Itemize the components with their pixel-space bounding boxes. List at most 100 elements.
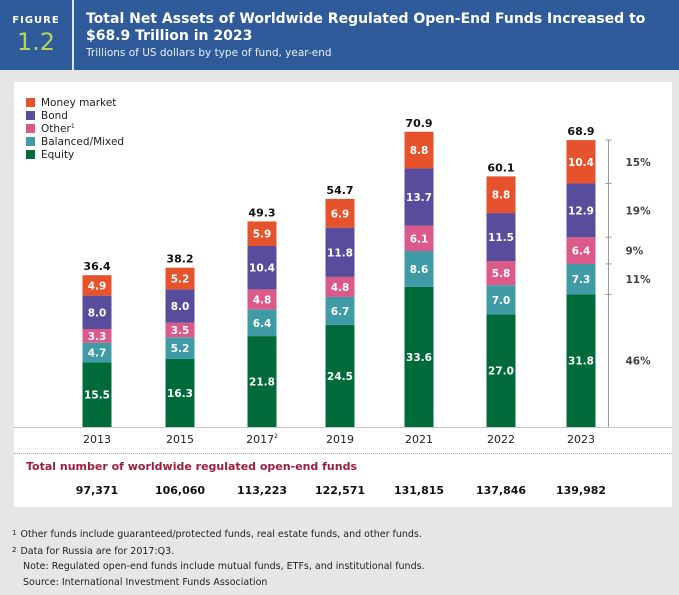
x-tick-label: 20172 (246, 433, 278, 446)
segment-value-label: 24.5 (327, 371, 353, 383)
figure-number: 1.2 (16, 28, 56, 56)
segment-value-label: 10.4 (249, 263, 275, 275)
segment-value-label: 8.8 (492, 190, 511, 202)
legend-swatch (26, 137, 35, 146)
bar-segment-bond (247, 246, 277, 290)
bar-segment-equity (486, 314, 516, 427)
total-value-label: 70.9 (405, 117, 432, 130)
source-text: Source: International Investment Funds A… (23, 576, 268, 588)
footnotes: 1 Other funds include guaranteed/protecte… (12, 526, 425, 590)
bar-segment-other (82, 329, 112, 343)
legend: Money market Bond Other 1 Balanced/Mixed … (26, 96, 124, 161)
segment-value-label: 15.5 (84, 390, 110, 402)
footnote-marker: 1 (12, 529, 17, 537)
segment-value-label: 12.9 (568, 205, 594, 217)
segment-value-label: 7.0 (492, 295, 511, 307)
footnote-text: Data for Russia are for 2017:Q3. (20, 545, 175, 557)
segment-value-label: 8.0 (88, 307, 107, 319)
x-tick-label: 2022 (487, 433, 515, 446)
segment-value-label: 6.7 (331, 306, 350, 318)
bar-segment-equity (566, 294, 596, 427)
footnote-marker: 2 (274, 433, 278, 440)
legend-item-other: Other 1 (26, 122, 124, 135)
chart-title: Total Net Assets of Worldwide Regulated … (86, 11, 646, 44)
x-tick-label: 2021 (405, 433, 433, 446)
segment-value-label: 11.5 (488, 232, 514, 244)
total-value-label: 38.2 (166, 253, 193, 266)
bar-segment-equity (404, 286, 434, 427)
bar-segment-money-market (165, 267, 195, 290)
legend-item-equity: Equity (26, 148, 124, 161)
x-tick-label: 2013 (83, 433, 111, 446)
segment-value-label: 33.6 (406, 352, 432, 364)
bar-segment-other (325, 276, 355, 297)
segment-value-label: 10.4 (568, 157, 594, 169)
segment-value-label: 8.0 (171, 301, 190, 313)
bar-segment-equity (325, 324, 355, 427)
legend-swatch (26, 111, 35, 120)
bar-segment-money-market (247, 221, 277, 247)
fund-count: 113,223 (236, 484, 288, 497)
bar-segment-balanced-mixed (566, 263, 596, 295)
bar-segment-balanced-mixed (82, 342, 112, 363)
x-tick-label: 2015 (166, 433, 194, 446)
legend-label: Bond (41, 109, 68, 122)
segment-value-label: 6.1 (410, 233, 429, 245)
footnote-marker: 1 (70, 123, 75, 130)
segment-value-label: 4.7 (88, 348, 107, 360)
segment-value-label: 31.8 (568, 356, 594, 368)
fund-count: 131,815 (393, 484, 445, 497)
share-percent-label: 11% (626, 274, 652, 286)
segment-value-label: 3.3 (88, 331, 107, 343)
segment-value-label: 16.3 (167, 388, 193, 400)
bar-segment-money-market (566, 140, 596, 184)
fund-count: 97,371 (75, 484, 119, 497)
bar-segment-other (247, 289, 277, 310)
bar-segment-other (486, 261, 516, 286)
segment-value-label: 13.7 (406, 192, 432, 204)
bar-segment-bond (566, 183, 596, 238)
total-value-label: 60.1 (487, 161, 514, 174)
bar-segment-money-market (82, 275, 112, 296)
figure-header: FIGURE 1.2 Total Net Assets of Worldwide… (0, 0, 679, 70)
bar-segment-money-market (404, 131, 434, 169)
segment-value-label: 11.8 (327, 247, 353, 259)
share-percent-label: 15% (626, 157, 652, 169)
segment-value-label: 27.0 (488, 366, 514, 378)
bar-segment-balanced-mixed (486, 285, 516, 315)
footnote-2: 2 Data for Russia are for 2017:Q3. (12, 543, 425, 560)
total-value-label: 68.9 (567, 125, 594, 138)
legend-item-money-market: Money market (26, 96, 124, 109)
legend-label: Money market (41, 96, 117, 109)
segment-value-label: 6.4 (253, 318, 272, 330)
segment-value-label: 4.8 (253, 294, 272, 306)
figure-label: FIGURE (12, 15, 60, 26)
total-value-label: 49.3 (248, 206, 275, 219)
legend-swatch (26, 124, 35, 133)
fund-count: 139,982 (555, 484, 607, 497)
share-percent-label: 9% (626, 246, 644, 258)
bar-segment-money-market (325, 198, 355, 228)
bar-segment-equity (165, 359, 195, 427)
segment-value-label: 6.9 (331, 208, 350, 220)
total-value-label: 54.7 (326, 184, 353, 197)
segment-value-label: 8.8 (410, 145, 429, 157)
segment-value-label: 6.4 (572, 246, 591, 258)
bar-segment-bond (486, 213, 516, 262)
bar-segment-balanced-mixed (165, 337, 195, 360)
segment-value-label: 5.2 (171, 274, 190, 286)
fund-count-title: Total number of worldwide regulated open… (26, 460, 358, 473)
divider (14, 453, 672, 454)
bar-segment-other (404, 225, 434, 252)
fund-count: 122,571 (314, 484, 366, 497)
legend-swatch (26, 98, 35, 107)
bar-segment-equity (82, 362, 112, 427)
x-tick-label: 2023 (567, 433, 595, 446)
note: Note: Regulated open-end funds include m… (12, 559, 425, 575)
bar-segment-bond (165, 289, 195, 323)
legend-label: Other (41, 122, 71, 135)
segment-value-label: 21.8 (249, 377, 275, 389)
segment-value-label: 8.6 (410, 264, 429, 276)
share-percent-label: 19% (626, 205, 652, 217)
